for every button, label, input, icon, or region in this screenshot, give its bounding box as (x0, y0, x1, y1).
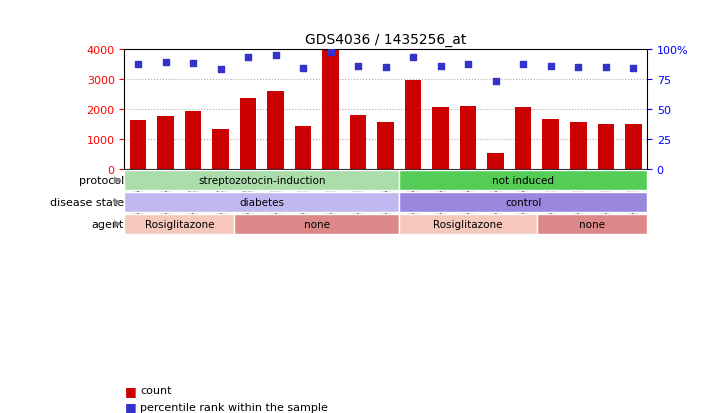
Point (188, 61, 199, 67)
Text: streptozotocin-induction: streptozotocin-induction (198, 176, 326, 186)
Text: ■: ■ (124, 384, 137, 397)
Bar (625, 125, 641, 170)
Text: ■: ■ (124, 400, 137, 413)
Text: protocol: protocol (79, 176, 124, 186)
Bar (515, 107, 532, 170)
Point (297, 66, 309, 72)
Bar (432, 108, 449, 170)
Point (628, 66, 639, 72)
Bar (124, 171, 400, 191)
Text: agent: agent (92, 219, 124, 230)
Text: none: none (304, 219, 330, 230)
Bar (267, 92, 284, 170)
Bar (405, 81, 422, 170)
Bar (400, 171, 647, 191)
Text: control: control (505, 198, 542, 208)
Text: none: none (579, 219, 605, 230)
Title: GDS4036 / 1435256_at: GDS4036 / 1435256_at (305, 33, 466, 47)
Bar (240, 99, 257, 170)
Bar (323, 51, 339, 170)
Point (407, 55, 419, 61)
Point (242, 55, 254, 61)
Point (572, 64, 584, 71)
Bar (157, 117, 174, 170)
Point (160, 59, 171, 66)
Bar (185, 112, 201, 170)
Bar (295, 127, 311, 170)
Bar (537, 214, 647, 235)
Text: Rosiglitazone: Rosiglitazone (144, 219, 214, 230)
Point (132, 62, 144, 69)
Point (518, 62, 529, 69)
Text: percentile rank within the sample: percentile rank within the sample (140, 402, 328, 412)
Text: count: count (140, 385, 171, 395)
Text: Rosiglitazone: Rosiglitazone (434, 219, 503, 230)
Point (325, 50, 336, 57)
Bar (597, 125, 614, 170)
Text: not induced: not induced (492, 176, 555, 186)
Point (435, 63, 447, 70)
Bar (542, 120, 559, 170)
Bar (235, 214, 400, 235)
Point (270, 52, 282, 59)
Bar (124, 192, 400, 213)
Bar (460, 107, 476, 170)
Bar (400, 192, 647, 213)
Point (490, 79, 501, 85)
Bar (570, 123, 587, 170)
Bar (350, 116, 366, 170)
Bar (213, 130, 229, 170)
Bar (488, 154, 504, 170)
Point (353, 63, 364, 70)
Text: diabetes: diabetes (240, 198, 284, 208)
Bar (124, 214, 235, 235)
Point (380, 64, 392, 71)
Point (600, 64, 611, 71)
Point (545, 63, 557, 70)
Bar (378, 123, 394, 170)
Text: disease state: disease state (50, 198, 124, 208)
Point (463, 62, 474, 69)
Bar (130, 121, 146, 170)
Bar (400, 214, 537, 235)
Point (215, 66, 226, 74)
